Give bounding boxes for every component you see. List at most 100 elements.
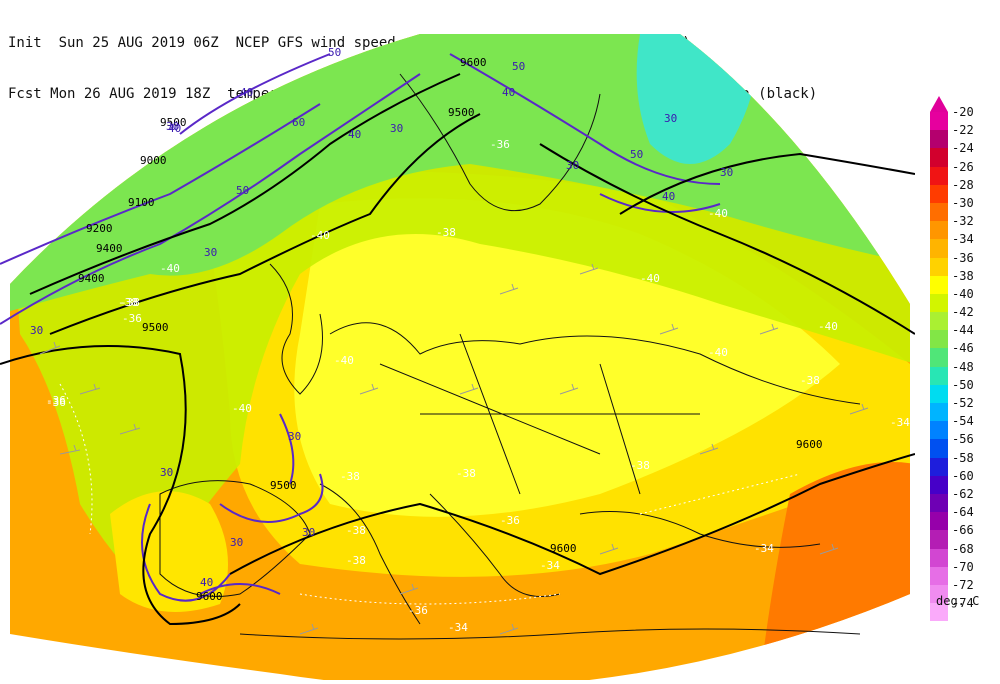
legend-swatch (930, 512, 948, 531)
legend-row: -48 (930, 360, 998, 385)
temp-label: -38 (456, 467, 476, 480)
wind-label: 30 (160, 466, 173, 479)
legend-swatch (930, 202, 948, 222)
wind-label: 30 (288, 430, 301, 443)
legend-label: -56 (952, 432, 974, 447)
legend-swatch (930, 384, 948, 403)
height-label: 9600 (796, 438, 823, 451)
wind-label: 30 (166, 120, 179, 133)
wind-label: 40 (348, 128, 361, 141)
legend-units: deg. C (936, 594, 980, 608)
legend-row: -50 (930, 378, 998, 403)
legend-row: -74 (930, 596, 998, 622)
isotherms (59, 383, 801, 605)
legend-swatch (930, 184, 948, 203)
temp-label: -38 (800, 374, 820, 387)
temp-label: -36 (122, 312, 142, 325)
legend-arrow-icon (930, 96, 948, 112)
legend-label: -30 (952, 195, 974, 210)
legend-swatch (930, 421, 948, 440)
legend-row: -64 (930, 505, 998, 531)
height-label: 9500 (270, 479, 297, 492)
wind-label: 50 (630, 148, 643, 161)
height-label: 9600 (196, 590, 223, 603)
legend-row: -24 (930, 141, 998, 167)
wind-label: 50 (328, 46, 341, 59)
legend-swatch (930, 403, 948, 422)
coastlines (159, 73, 861, 640)
temp-label: -40 (640, 272, 660, 285)
legend-row: -62 (930, 487, 998, 513)
legend-label: -42 (952, 305, 974, 320)
wind-label: 50 (236, 184, 249, 197)
wind-label: 60 (292, 116, 305, 129)
legend-label: -62 (952, 486, 974, 501)
height-labels: 9000 9100 9200 9400 9500 9500 9600 9600 … (78, 56, 823, 603)
temp-label: -36 (46, 394, 66, 407)
height-label: 9400 (96, 242, 123, 255)
temp-label: -38 (118, 296, 138, 309)
temp-label: -38 (630, 459, 650, 472)
temp-label: -36 (46, 396, 66, 409)
legend-row: -46 (930, 341, 998, 367)
temp-label: -34 (448, 621, 468, 634)
wind-labels: 30 40 50 60 40 30 30 50 40 50 50 30 30 4… (30, 46, 733, 589)
legend-row: -38 (930, 269, 998, 294)
legend-row: -42 (930, 305, 998, 331)
temp-labels: -36 -36 -38 -38 -40 -40 -40 -40 -40 -40 … (46, 138, 910, 634)
legend-label: -54 (952, 414, 974, 429)
legend-swatch (930, 348, 948, 367)
legend-label: -70 (952, 559, 974, 574)
wind-label: 40 (502, 86, 515, 99)
wind-label: 30 (390, 122, 403, 135)
legend-swatch (930, 312, 948, 331)
legend-swatch (930, 603, 948, 622)
wind-label: 30 (720, 166, 733, 179)
wind-label: 40 (662, 190, 675, 203)
height-label: 9500 (160, 116, 187, 129)
height-label: 9600 (460, 56, 487, 69)
legend-label: -38 (952, 268, 974, 283)
wind-label: 30 (566, 159, 579, 172)
height-label: 9500 (448, 106, 475, 119)
temp-label: -38 (436, 226, 456, 239)
temp-label: -40 (334, 354, 354, 367)
temp-label: -38 (346, 524, 366, 537)
legend-label: -60 (952, 468, 974, 483)
temp-label: -40 (708, 207, 728, 220)
legend-swatch (930, 275, 948, 294)
legend-label: -72 (952, 577, 974, 592)
wind-label: 30 (230, 536, 243, 549)
legend-row: -32 (930, 214, 998, 240)
height-contours (0, 73, 916, 626)
wind-label: 30 (204, 246, 217, 259)
legend-row: -54 (930, 414, 998, 440)
legend-row: -30 (930, 196, 998, 222)
legend-label: -48 (952, 359, 974, 374)
height-label: 9400 (78, 272, 105, 285)
legend-row: -28 (930, 178, 998, 203)
wind-label: 40 (168, 122, 181, 135)
iberia-yellow (110, 491, 228, 612)
legend-row: -56 (930, 432, 998, 458)
legend-label: -64 (952, 505, 974, 520)
wind-label: 30 (664, 112, 677, 125)
legend-swatch (930, 239, 948, 258)
temp-label: -40 (818, 320, 838, 333)
legend-swatch (930, 439, 948, 458)
legend-swatch (930, 130, 948, 149)
legend-label: -40 (952, 286, 974, 301)
legend-label: -52 (952, 396, 974, 410)
height-label: 9100 (128, 196, 155, 209)
legend-label: -36 (952, 250, 974, 265)
temp-label: -34 (890, 416, 910, 429)
legend-swatch (930, 548, 948, 567)
temperature-shading (10, 34, 910, 680)
height-label: 9200 (86, 222, 113, 235)
legend-label: -22 (952, 123, 974, 138)
temp-label: -38 (340, 470, 360, 483)
legend-label: -68 (952, 541, 974, 556)
legend-row: -36 (930, 251, 998, 276)
temp-label: -36 (408, 604, 428, 617)
legend-row: -40 (930, 287, 998, 313)
